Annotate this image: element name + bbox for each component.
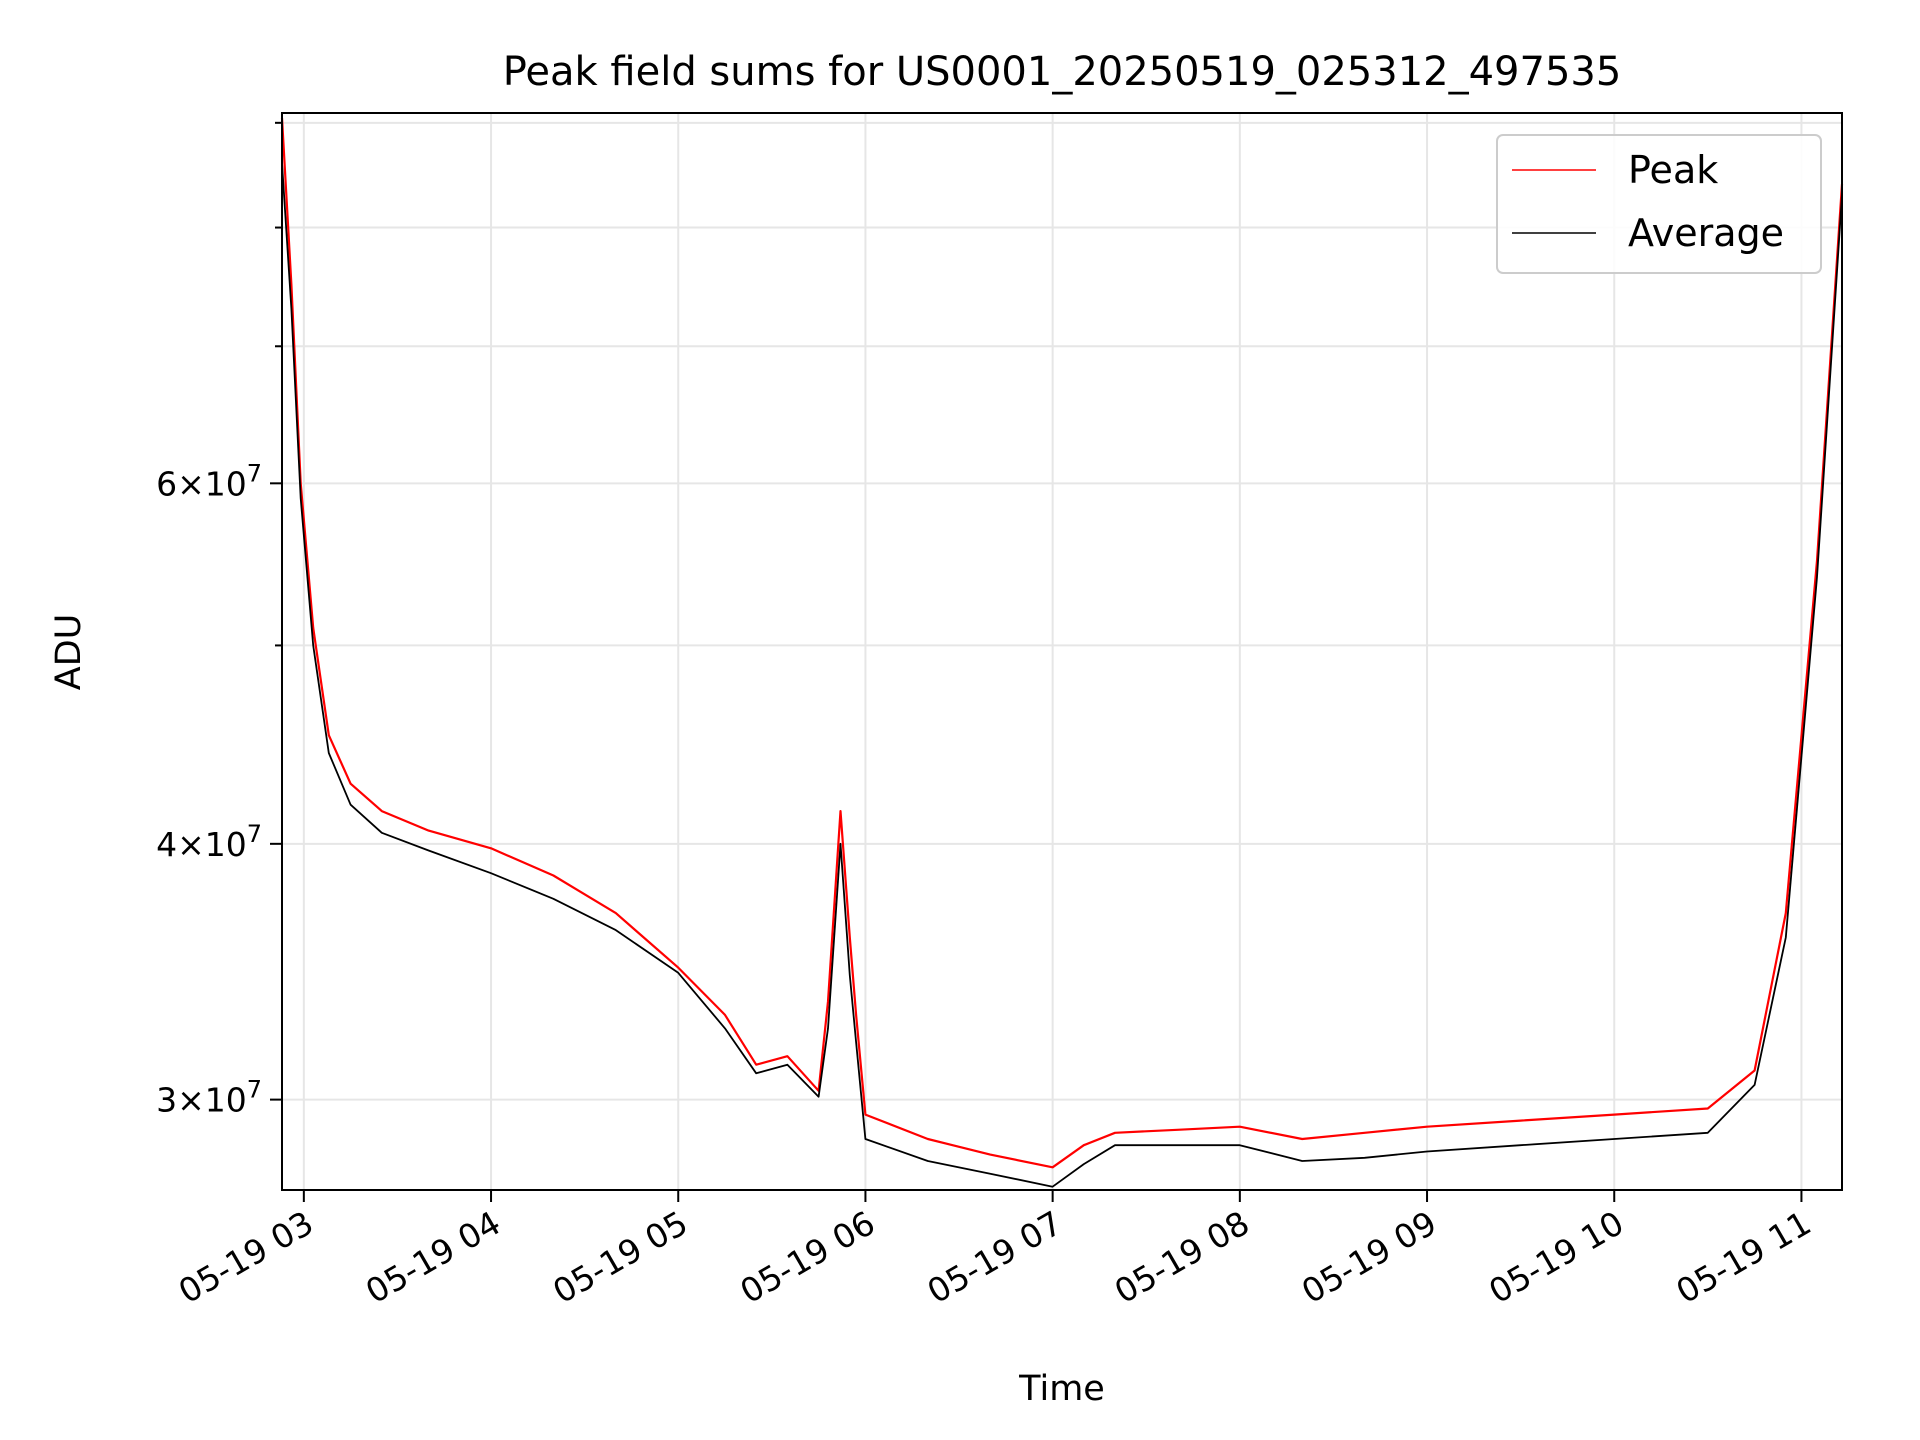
chart-title: Peak field sums for US0001_20250519_0253… [503,49,1622,95]
legend-label-peak: Peak [1628,148,1718,192]
series-layer [280,117,1844,1188]
y-axis-label: ADU [49,614,89,691]
y-tick-label: 6×107 [156,459,262,503]
y-tick-label: 4×107 [156,820,262,864]
grid [282,113,1842,1190]
x-axis-label: Time [1018,1369,1105,1409]
legend: Peak Average [1496,134,1822,274]
series-line-average [281,163,1843,1188]
y-tick-label: 3×107 [156,1076,262,1120]
plot-frame [281,112,1843,1191]
y-ticks: 3×107 4×107 6×107 [156,121,282,1120]
series-line-peak [280,117,1844,1169]
legend-label-average: Average [1628,211,1784,255]
